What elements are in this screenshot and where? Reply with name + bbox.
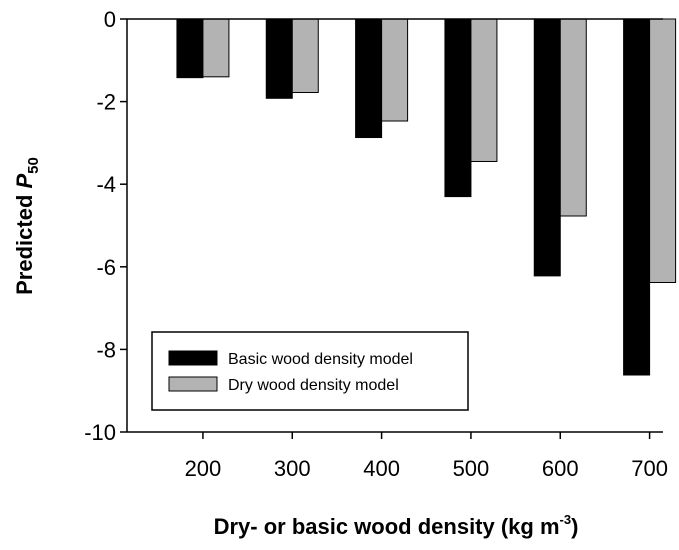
x-axis-title-close: ) <box>571 514 578 539</box>
legend-swatch-basic <box>168 350 218 366</box>
bar-dry-700 <box>649 18 677 283</box>
x-tick-label: 600 <box>542 456 579 481</box>
y-tick-label: -10 <box>84 420 116 445</box>
x-tick-label: 400 <box>363 456 400 481</box>
y-axis-title-symbol: P <box>12 174 37 189</box>
bar-basic-300 <box>265 18 293 99</box>
bar-dry-400 <box>381 18 409 122</box>
y-tick-label: 0 <box>104 7 116 32</box>
y-axis-title-prefix: Predicted <box>12 189 37 295</box>
bar-basic-700 <box>623 18 651 376</box>
x-axis-title-main: Dry- or basic wood density (kg m <box>214 514 560 539</box>
x-tick-label: 500 <box>453 456 490 481</box>
y-tick-label: -2 <box>96 90 116 115</box>
bar-basic-400 <box>355 18 383 139</box>
x-axis: 200 300 400 500 600 700 <box>127 18 668 481</box>
legend-swatch-dry <box>168 376 218 392</box>
bar-basic-500 <box>444 18 472 198</box>
x-axis-title: Dry- or basic wood density (kg m-3) <box>214 512 579 539</box>
y-tick-label: -6 <box>96 255 116 280</box>
y-tick-label: -8 <box>96 337 116 362</box>
y-tick-label: -4 <box>96 172 116 197</box>
plot-area <box>176 18 677 376</box>
legend-label-basic: Basic wood density model <box>228 351 413 368</box>
x-tick-label: 300 <box>274 456 311 481</box>
bar-dry-500 <box>470 18 498 162</box>
x-axis-title-superscript: -3 <box>560 512 572 527</box>
x-tick-label: 200 <box>185 456 222 481</box>
bar-dry-600 <box>559 18 587 217</box>
x-tick-label: 700 <box>631 456 668 481</box>
y-axis: 0 -2 -4 -6 -8 -10 <box>84 7 128 445</box>
y-axis-title: Predicted P50 <box>12 157 42 295</box>
legend: Basic wood density model Dry wood densit… <box>151 331 469 411</box>
bar-basic-200 <box>176 18 204 79</box>
y-axis-title-subscript: 50 <box>25 157 42 174</box>
bar-dry-300 <box>291 18 319 94</box>
legend-label-dry: Dry wood density model <box>228 377 399 394</box>
bar-basic-600 <box>533 18 561 277</box>
legend-box <box>151 331 469 411</box>
bar-dry-200 <box>202 18 230 78</box>
